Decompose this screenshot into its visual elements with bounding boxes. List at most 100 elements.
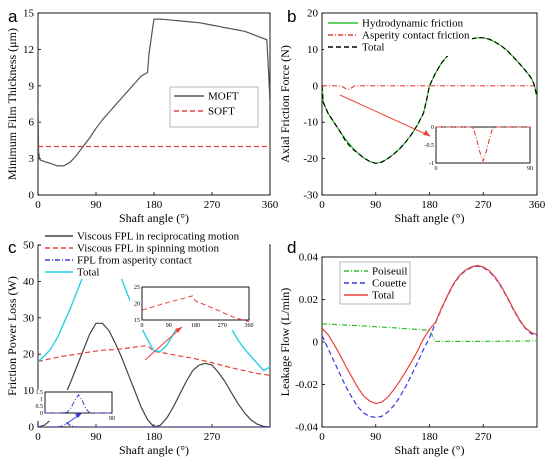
x-tick-label: 360 [245,323,254,329]
x-tick-label: 270 [204,431,221,443]
y-tick-label: 0.04 [299,252,319,264]
series-asperity-contact-friction [322,85,537,90]
y-tick-label: 20 [23,349,35,361]
y-tick-label: 15 [134,318,140,324]
legend-box [339,261,411,305]
x-tick-label: 270 [475,199,492,211]
legend-label: FPL from asperity contact [77,255,192,267]
x-tick-label: 90 [91,199,103,211]
x-tick-label: 90 [370,199,382,211]
legend-box [41,227,269,279]
legend-label: Couette [372,278,406,290]
y-tick-label: 20 [134,302,140,308]
x-axis-label: Shaft angle (°) [394,443,464,457]
x-tick-label: 0 [435,166,438,172]
y-tick-label: 0 [29,422,35,434]
series-poiseuil [322,323,537,342]
series-viscous-fpl-in-reciprocating-motion [38,322,270,427]
series-viscous-fpl-in-spinning-motion [38,345,270,376]
y-axis-label: Friction Power Loss (W) [5,276,19,396]
series-group [38,18,270,167]
y-tick-label: -0.04 [295,422,318,434]
inset-curve [436,126,530,162]
y-tick-label: 20 [307,8,319,20]
panel-label: d [287,238,296,257]
y-tick-label: 3 [29,153,35,165]
series-group [322,264,537,418]
y-tick-label: -30 [303,190,318,202]
y-axis-label: Minimum Film Thickness (μm) [5,28,19,180]
y-tick-label: 0 [431,125,434,131]
panel-b-inset: 0 90 0 -0.5 -1 [422,123,534,173]
y-tick-label: 0 [313,337,319,349]
x-tick-label: 0 [319,431,325,443]
y-tick-label: 0 [29,190,35,202]
legend: MOFT SOFT [169,86,259,128]
y-tick-label: 10 [307,44,319,56]
inset-bg [37,390,114,421]
legend-label: MOFT [208,91,239,103]
y-tick-label: 40 [23,276,35,288]
x-tick-label: 90 [370,431,382,443]
series-fpl-from-asperity-contact [38,422,270,427]
series-total [322,264,537,405]
legend-label: Viscous FPL in reciprocating motion [77,231,240,243]
panel-d: 0 90 180 270 -0.04 -0.02 0 0.02 0.04 Shaft angle … [278,238,538,457]
y-tick-label: 50 [23,240,35,252]
series-total [322,37,537,164]
x-axis-label: Shaft angle (°) [394,211,464,225]
x-tick-label: 180 [146,199,163,211]
callout-arrowhead [175,327,182,333]
x-tick-label: 270 [204,199,221,211]
x-tick-label: 0 [35,199,41,211]
y-tick-label: -1 [429,161,434,167]
x-tick-label: 90 [91,431,103,443]
y-tick-label: 15 [23,8,35,20]
legend: Viscous FPL in reciprocating motionVisco… [41,227,269,279]
y-tick-label: 1.5 [36,390,44,396]
callout-arrowhead [75,413,82,418]
series-group [322,37,537,164]
legend-label: Total [77,267,99,279]
callout-arrow [144,326,183,361]
x-tick-label: 0 [35,431,41,443]
x-axis-label: Shaft angle (°) [119,443,189,457]
panel-a: 0 90 180 270 360 0 3 6 9 12 15 Shaft angle (°) Minim… [5,7,279,225]
y-tick-label: 6 [29,117,35,129]
legend-label: Poiseuil [372,266,407,278]
legend-label: Viscous FPL in spinning motion [77,243,219,255]
x-tick-label: 270 [475,431,492,443]
y-tick-label: 0.5 [36,404,44,410]
inset-bg [422,123,534,173]
legend-label: SOFT [208,106,235,118]
x-tick-label: 0 [319,199,325,211]
y-axis-label: Axial Friction Force (N) [278,45,292,163]
callout-arrow [339,94,431,137]
x-tick-label: 90 [527,166,533,172]
legend-label: Hydrodynamic friction [362,18,464,30]
y-tick-label: 25 [134,285,140,291]
y-axis-label: Leakage Flow (L/min) [278,288,292,397]
callout-arrowhead [423,130,430,136]
x-tick-label: 180 [421,199,438,211]
y-tick-label: 12 [23,44,34,56]
y-tick-label: 0 [40,411,43,417]
x-tick-label: 90 [109,416,115,422]
x-tick-label: 90 [166,323,172,329]
x-tick-label: 180 [191,323,200,329]
inset-frame [44,391,113,414]
y-tick-label: 10 [23,385,35,397]
panel-label: a [8,7,18,26]
legend-box [169,86,259,128]
panel-c-inset-top: 0 90 180 270 360 15 20 25 [130,285,254,330]
x-tick-label: 360 [529,199,546,211]
legend-label: Asperity contact friction [362,30,470,42]
legend-label: Total [372,290,394,302]
y-tick-label: 9 [29,80,35,92]
inset-frame [435,126,531,164]
